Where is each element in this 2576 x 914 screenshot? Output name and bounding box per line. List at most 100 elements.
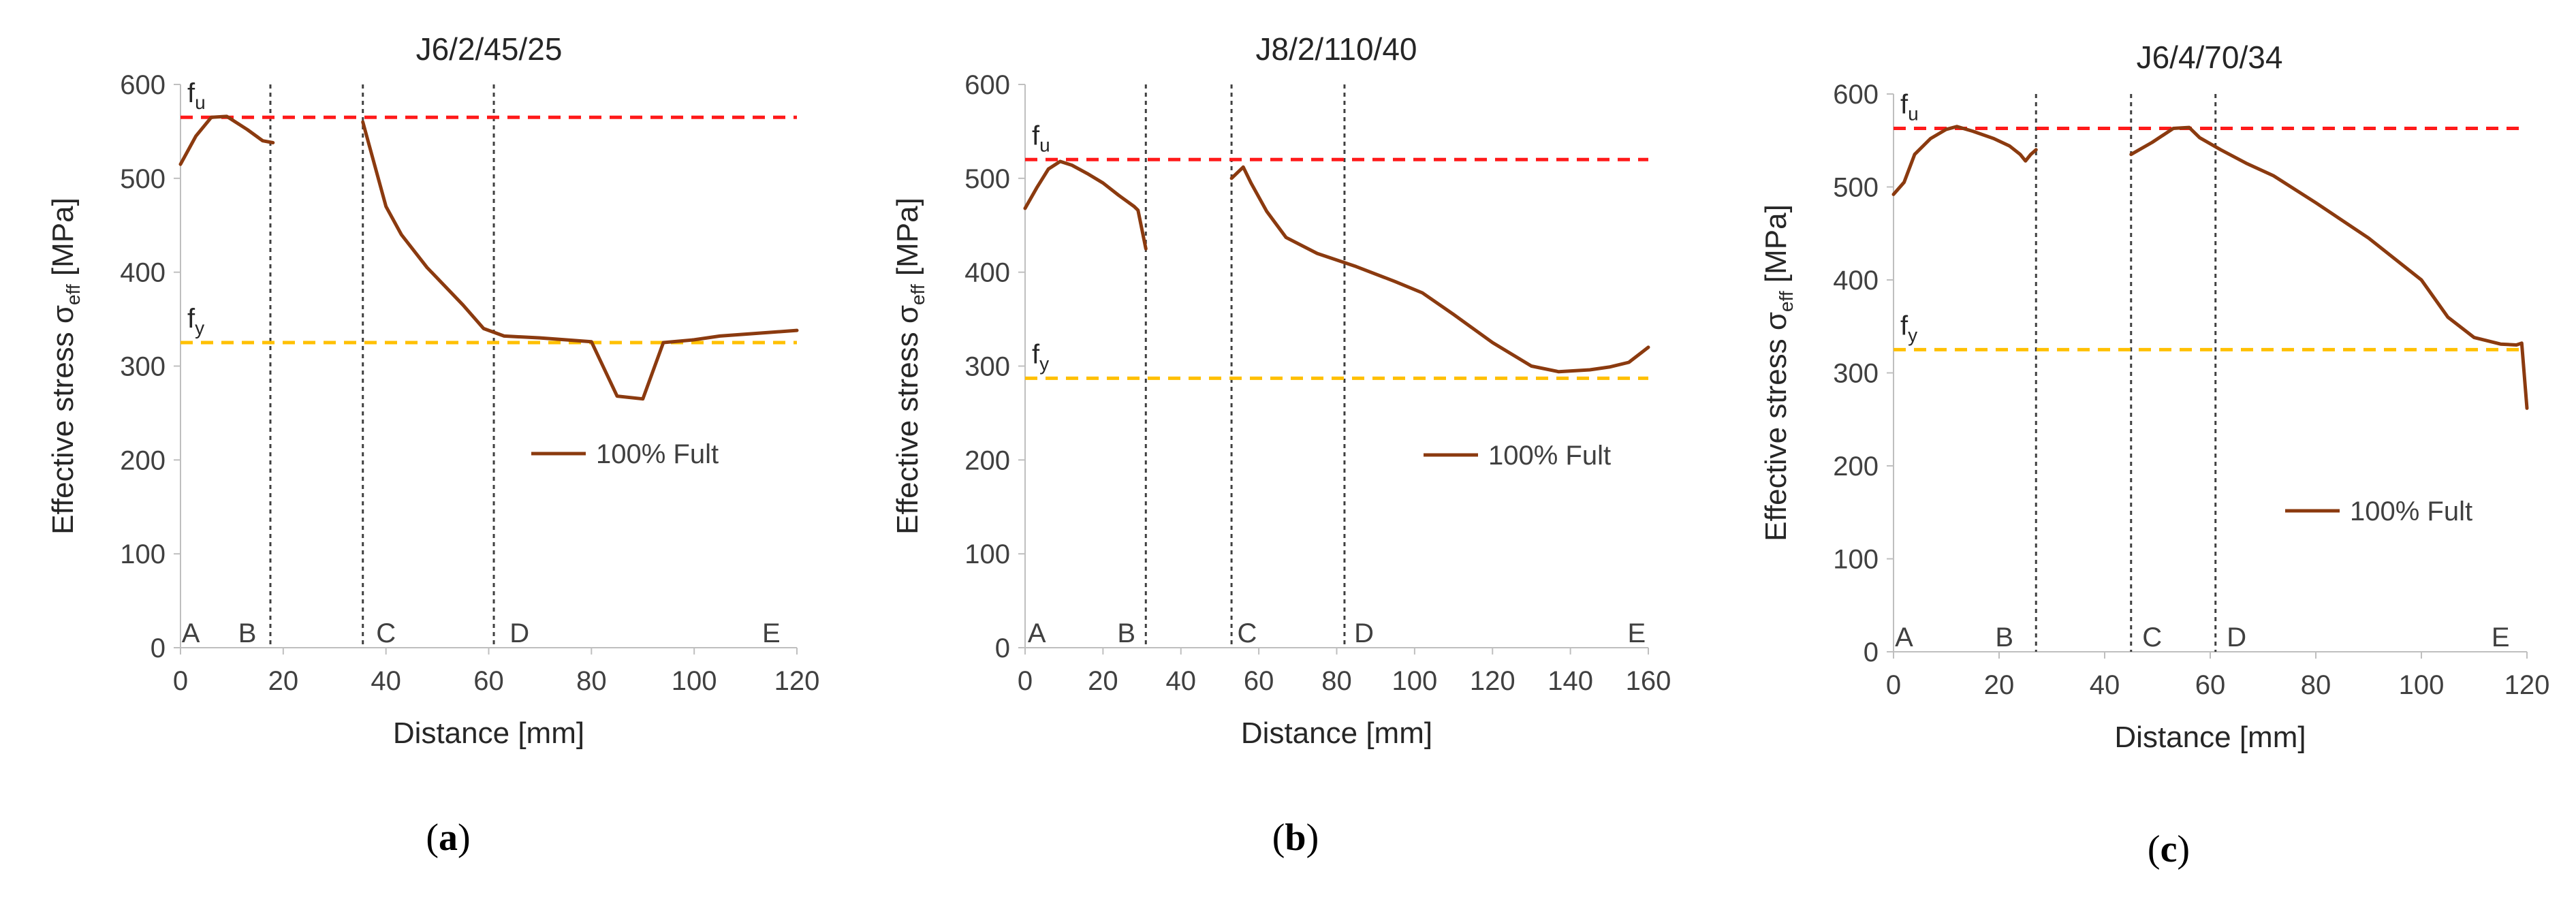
point-label-B: B: [1995, 623, 2013, 652]
caption-close: ): [458, 817, 471, 859]
x-tick-label: 80: [576, 666, 607, 696]
y-tick-label: 200: [964, 445, 1010, 475]
fy-label-main: f: [187, 304, 195, 334]
point-label-C: C: [1238, 618, 1257, 648]
x-tick-label: 0: [1886, 670, 1901, 700]
series-line-segment: [178, 114, 275, 166]
series-line-segment: [1229, 165, 1650, 374]
point-label-B: B: [238, 618, 257, 648]
y-tick-label: 0: [151, 633, 166, 663]
caption-open: (: [1272, 817, 1285, 859]
x-tick-label: 60: [1244, 666, 1274, 696]
y-axis-label-sub: eff: [63, 284, 84, 305]
y-tick-label: 100: [120, 539, 166, 569]
x-tick-label: 20: [1984, 670, 2015, 700]
x-tick-label: 40: [371, 666, 401, 696]
y-tick-label: 500: [1833, 173, 1879, 203]
point-label-D: D: [1354, 618, 1374, 648]
fy-label: fy: [1032, 339, 1049, 374]
x-tick-label: 60: [2195, 670, 2226, 700]
y-axis-label-main: Effective stress σ: [46, 305, 80, 535]
fu-label: fu: [1032, 121, 1050, 155]
point-label-E: E: [2492, 623, 2510, 652]
point-label-D: D: [509, 618, 529, 648]
caption-close: ): [2177, 828, 2190, 870]
chart-panel-b: J8/2/110/40 0 100 200 300 400 500 600 0 20 40 60 80 1…: [891, 31, 1671, 859]
y-tick-label: 400: [120, 258, 166, 288]
chart-panel-a: J6/2/45/25 0 100 200 300 400 500 600 0 20 40 60 80 10…: [46, 31, 819, 859]
point-label-A: A: [1028, 618, 1046, 648]
x-tick-label: 120: [2504, 670, 2550, 700]
fu-label: fu: [187, 78, 206, 113]
chart-title: J6/4/70/34: [2137, 40, 2283, 75]
y-tick-label: 600: [964, 70, 1010, 100]
y-tick-label: 300: [1833, 359, 1879, 389]
x-tick-label: 20: [1088, 666, 1118, 696]
x-tick-label: 80: [1321, 666, 1352, 696]
y-tick-label: 500: [120, 164, 166, 194]
caption-letter: b: [1285, 817, 1306, 859]
point-label-E: E: [762, 618, 781, 648]
fu-label-main: f: [1900, 90, 1909, 120]
y-tick-label: 0: [1864, 637, 1879, 667]
x-tick-label: 120: [774, 666, 820, 696]
y-axis-label-unit: [MPa]: [46, 198, 80, 284]
series-line-segment: [361, 120, 799, 401]
legend-label: 100% Fult: [2350, 497, 2472, 526]
fu-label-sub: u: [1039, 134, 1050, 155]
y-axis-label-sub: eff: [907, 284, 928, 305]
caption-open: (: [2148, 828, 2161, 870]
fu-label-main: f: [187, 78, 195, 108]
y-tick-label: 200: [120, 445, 166, 475]
caption-open: (: [426, 817, 439, 859]
y-tick-label: 200: [1833, 452, 1879, 482]
caption-letter: a: [439, 817, 458, 859]
y-tick-label: 600: [1833, 80, 1879, 110]
chart-panel-c: J6/4/70/34 0 100 200 300 400 500 600 0 20 40 60 80 10…: [1759, 40, 2549, 870]
y-axis-label: Effective stress σeff [MPa]: [46, 198, 84, 535]
x-tick-label: 20: [268, 666, 299, 696]
fu-label-main: f: [1032, 121, 1040, 151]
legend-label: 100% Fult: [1488, 441, 1611, 471]
point-label-D: D: [2227, 623, 2246, 652]
x-axis-label: Distance [mm]: [2114, 721, 2306, 754]
caption-close: ): [1306, 817, 1319, 859]
fy-label-sub: y: [1039, 353, 1049, 374]
fu-label-sub: u: [1908, 104, 1919, 125]
y-axis-label-unit: [MPa]: [891, 198, 924, 284]
chart-title: J8/2/110/40: [1255, 31, 1417, 67]
series-line-segment: [1891, 125, 2038, 196]
fy-label-main: f: [1900, 311, 1909, 341]
series-line-segment: [2129, 125, 2529, 410]
x-tick-label: 100: [672, 666, 717, 696]
x-tick-label: 60: [473, 666, 504, 696]
panel-caption: (a): [426, 817, 470, 859]
y-axis-label: Effective stress σeff [MPa]: [1759, 204, 1797, 541]
point-label-E: E: [1628, 618, 1646, 648]
fy-label: fy: [1900, 311, 1917, 345]
legend-label: 100% Fult: [596, 439, 719, 469]
y-axis-label-main: Effective stress σ: [891, 305, 924, 535]
x-tick-label: 140: [1548, 666, 1593, 696]
panel-caption: (b): [1272, 817, 1319, 859]
chart-title: J6/2/45/25: [416, 31, 563, 67]
x-tick-label: 100: [2399, 670, 2445, 700]
fy-label: fy: [187, 304, 204, 338]
point-label-C: C: [376, 618, 396, 648]
x-axis-label: Distance [mm]: [393, 716, 584, 750]
caption-letter: c: [2161, 828, 2178, 870]
y-tick-label: 300: [120, 352, 166, 382]
y-axis-label: Effective stress σeff [MPa]: [891, 198, 928, 535]
fu-label-sub: u: [195, 92, 206, 113]
y-axis-label-main: Effective stress σ: [1759, 312, 1793, 541]
x-tick-label: 0: [173, 666, 188, 696]
y-tick-label: 400: [1833, 266, 1879, 296]
x-tick-label: 120: [1470, 666, 1515, 696]
y-tick-label: 100: [1833, 545, 1879, 575]
y-tick-label: 500: [964, 164, 1010, 194]
x-tick-label: 160: [1626, 666, 1671, 696]
x-axis-label: Distance [mm]: [1241, 716, 1432, 750]
y-tick-label: 400: [964, 258, 1010, 288]
fy-label-sub: y: [195, 317, 204, 338]
point-label-B: B: [1117, 618, 1135, 648]
